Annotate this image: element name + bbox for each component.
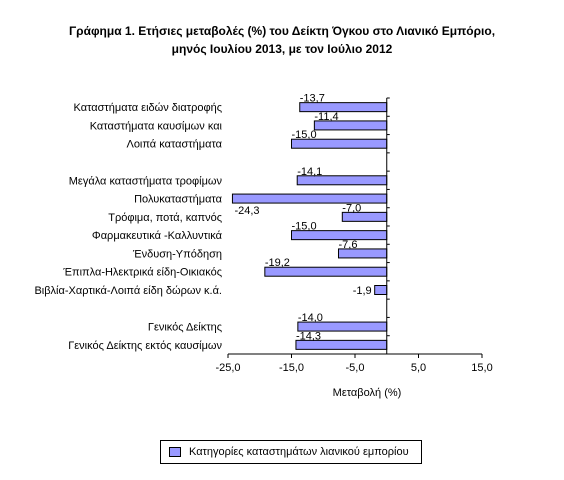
category-label: Πολυκαταστήματα	[134, 194, 223, 206]
data-label: -7,0	[342, 202, 361, 214]
data-label: -14,1	[297, 166, 322, 178]
category-label: Έπιπλα-Ηλεκτρικά είδη-Οικιακός	[62, 267, 222, 279]
chart-title-line2: μηνός Ιουλίου 2013, με τον Ιούλιο 2012	[171, 42, 393, 56]
category-label: Φαρμακευτικά -Καλλυντικά	[92, 230, 223, 242]
data-label: -13,7	[300, 93, 325, 105]
x-tick-label: 5,0	[411, 362, 426, 374]
legend-swatch	[169, 447, 181, 457]
category-label: Καταστήματα καυσίμων και	[90, 120, 223, 132]
data-label: -15,0	[292, 221, 317, 233]
data-label: -14,0	[298, 312, 323, 324]
category-label: Γενικός Δείκτης	[148, 322, 222, 334]
category-label: Βιβλία-Χαρτικά-Λοιπά είδη δώρων κ.ά.	[34, 285, 222, 297]
chart-title-line1: Γράφημα 1. Ετήσιες μεταβολές (%) του Δεί…	[68, 24, 496, 38]
x-tick-label: -5,0	[346, 362, 365, 374]
category-label: Γενικός Δείκτης εκτός καυσίμων	[68, 340, 222, 352]
data-label: -14,3	[296, 330, 321, 342]
data-label: -15,0	[292, 129, 317, 141]
data-label: -19,2	[265, 257, 290, 269]
labels-group: Καταστήματα ειδών διατροφής -13,7 Καταστήμ…	[34, 93, 492, 374]
data-label: -11,4	[314, 111, 338, 123]
chart-title: Γράφημα 1. Ετήσιες μεταβολές (%) του Δεί…	[0, 22, 564, 58]
x-tick-label: -25,0	[215, 362, 240, 374]
category-label: Ένδυση-Υπόδηση	[132, 248, 222, 260]
legend: Κατηγορίες καταστημάτων λιανικού εμπορίο…	[160, 440, 422, 464]
category-label: Μεγάλα καταστήματα τροφίμων	[69, 175, 223, 187]
x-tick-label: -15,0	[279, 362, 304, 374]
axes-group	[227, 97, 483, 358]
data-label: -7,6	[338, 239, 357, 251]
category-label: Λοιπά καταστήματα	[126, 139, 222, 151]
bar	[374, 285, 388, 295]
data-label: -24,3	[234, 205, 259, 217]
x-axis-label: Μεταβολή (%)	[333, 387, 402, 399]
data-label: -1,9	[353, 285, 372, 297]
bar	[231, 193, 388, 204]
legend-label: Κατηγορίες καταστημάτων λιανικού εμπορίο…	[189, 446, 409, 458]
category-label: Καταστήματα ειδών διατροφής	[74, 102, 222, 114]
category-label: Τρόφιμα, ποτά, καπνός	[108, 212, 222, 224]
x-tick-label: 15,0	[471, 362, 492, 374]
